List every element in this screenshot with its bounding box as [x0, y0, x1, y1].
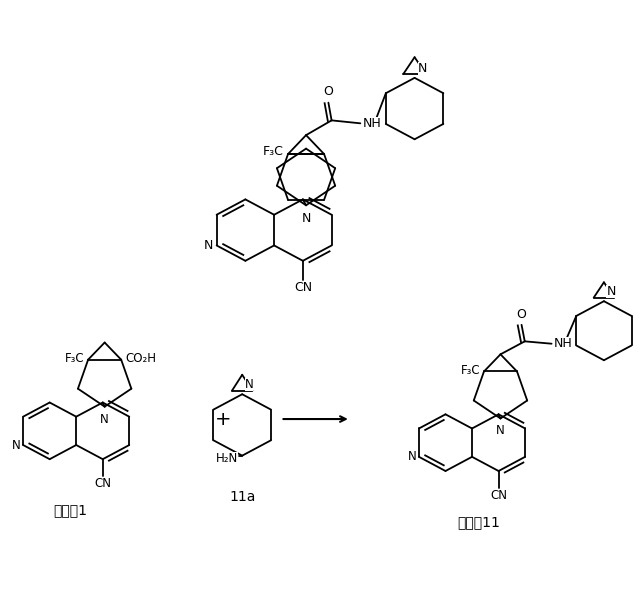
Text: N: N: [100, 412, 109, 426]
Text: N: N: [204, 239, 213, 252]
Text: N: N: [301, 212, 311, 225]
Text: CN: CN: [94, 477, 111, 490]
Text: O: O: [323, 85, 334, 98]
Text: +: +: [215, 409, 231, 429]
Text: N: N: [408, 451, 417, 463]
Text: H₂N: H₂N: [216, 452, 238, 465]
Text: N: N: [607, 285, 616, 298]
Text: N: N: [418, 62, 427, 75]
Text: F₃C: F₃C: [460, 364, 480, 377]
Text: N: N: [12, 439, 21, 452]
Text: 化合物1: 化合物1: [53, 504, 87, 517]
Text: N: N: [496, 424, 505, 437]
Text: 11a: 11a: [229, 490, 256, 504]
Text: CN: CN: [294, 281, 312, 294]
Text: F₃C: F₃C: [263, 145, 283, 157]
Text: CO₂H: CO₂H: [125, 352, 156, 365]
Text: CN: CN: [490, 489, 507, 502]
Text: N: N: [245, 378, 254, 392]
Text: O: O: [516, 308, 527, 321]
Text: NH: NH: [554, 337, 573, 350]
Text: 化合物11: 化合物11: [457, 516, 500, 529]
Text: F₃C: F₃C: [64, 352, 84, 365]
Text: NH: NH: [363, 117, 382, 130]
